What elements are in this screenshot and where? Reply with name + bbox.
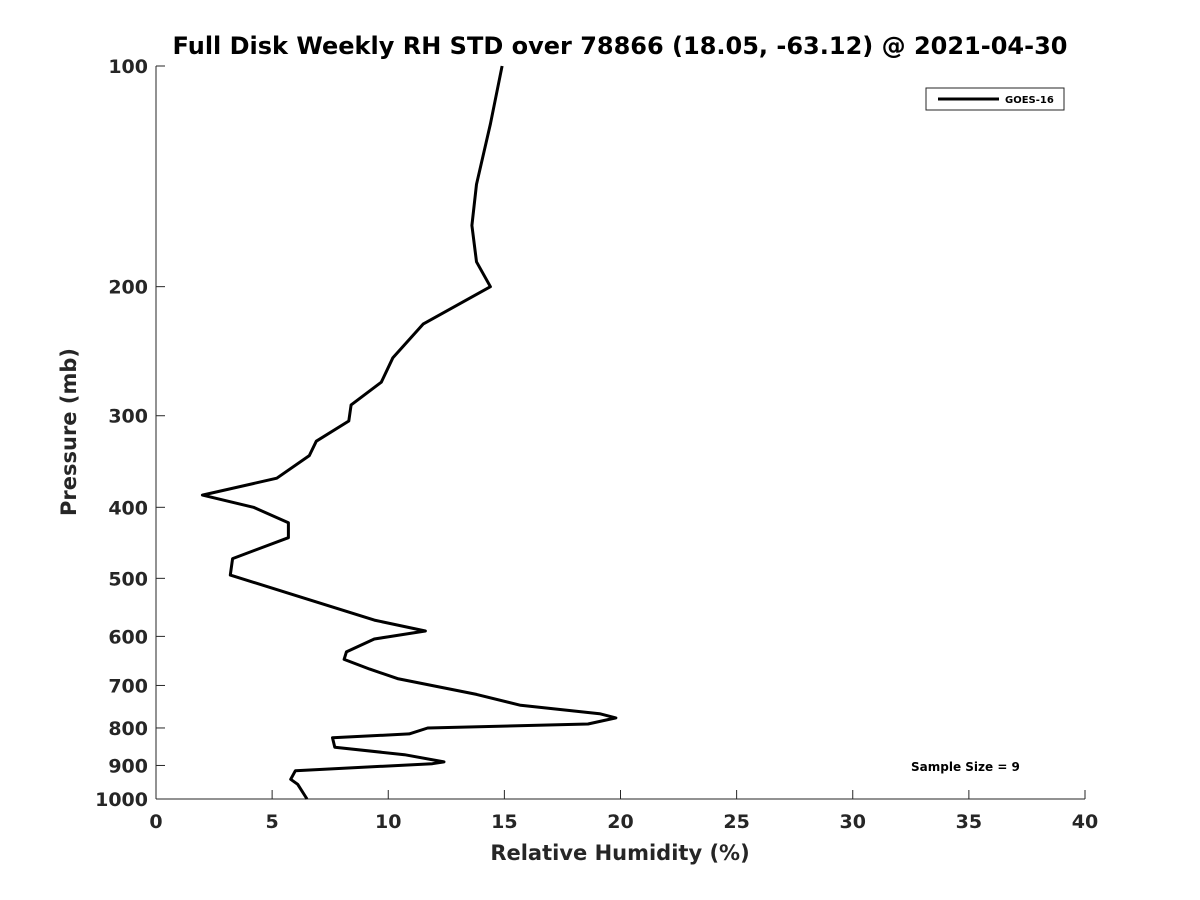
y-tick-label: 900 [108,755,148,777]
y-tick-label: 100 [108,56,148,78]
x-tick-label: 35 [956,811,982,833]
chart-title: Full Disk Weekly RH STD over 78866 (18.0… [173,32,1068,60]
series-line-goes-16 [200,65,618,800]
series-layer [200,65,618,800]
legend: GOES-16 [925,87,1065,111]
y-tick-label: 1000 [95,789,148,811]
y-tick-label: 200 [108,277,148,299]
x-tick-label: 15 [491,811,517,833]
x-tick-label: 40 [1072,811,1098,833]
legend-label-goes-16: GOES-16 [1005,95,1054,106]
y-tick-label: 800 [108,718,148,740]
x-ticks: 0 5 10 15 20 25 30 35 40 [149,790,1098,833]
x-tick-label: 5 [266,811,279,833]
y-tick-label: 600 [108,626,148,648]
y-tick-label: 300 [108,406,148,428]
y-ticks: 100 200 300 400 500 600 700 800 900 1000 [95,56,165,811]
x-tick-label: 25 [723,811,749,833]
x-axis-label: Relative Humidity (%) [490,841,749,865]
x-tick-label: 30 [840,811,866,833]
y-tick-label: 500 [108,568,148,590]
x-tick-label: 10 [375,811,401,833]
y-tick-label: 700 [108,675,148,697]
plot-area [156,66,1085,799]
x-tick-label: 20 [607,811,633,833]
y-tick-label: 400 [108,497,148,519]
y-axis-label: Pressure (mb) [57,348,81,516]
sample-size-annotation: Sample Size = 9 [911,760,1020,774]
x-tick-label: 0 [149,811,162,833]
